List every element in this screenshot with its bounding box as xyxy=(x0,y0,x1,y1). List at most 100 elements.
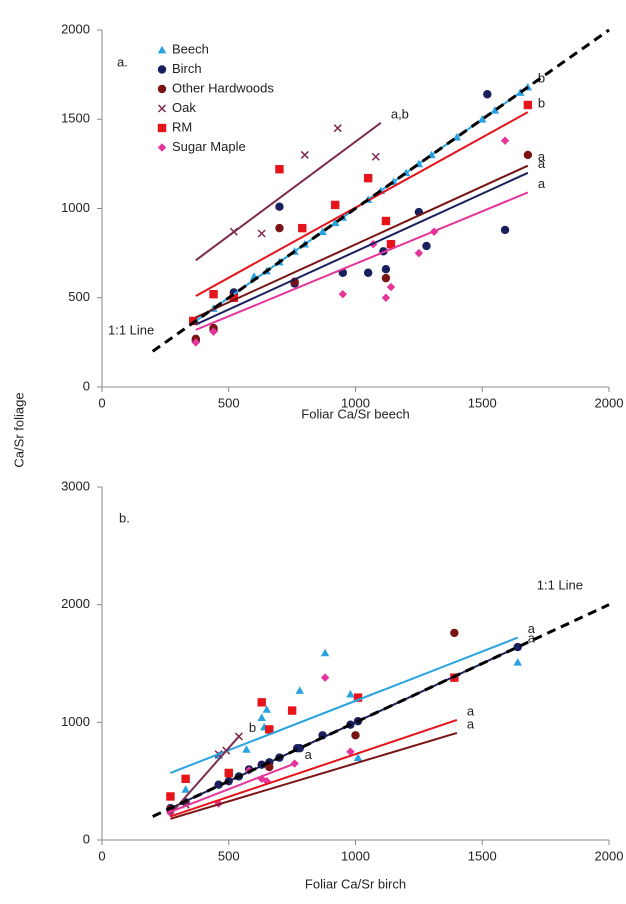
x-tick-label: 1000 xyxy=(341,395,370,410)
marker xyxy=(500,136,510,145)
y-tick-label: 0 xyxy=(83,831,90,846)
x-axis-label: Foliar Ca/Sr beech xyxy=(301,406,409,421)
marker xyxy=(262,705,271,713)
marker xyxy=(287,706,297,715)
marker xyxy=(414,248,424,258)
panel-label: a. xyxy=(117,54,128,69)
panel-label: b. xyxy=(119,510,130,525)
marker xyxy=(166,792,175,801)
fit-label: a xyxy=(528,630,536,645)
marker xyxy=(338,289,348,299)
fit-line xyxy=(195,164,529,319)
identity-line xyxy=(152,603,610,818)
x-axis-label: Foliar Ca/Sr birch xyxy=(305,876,406,891)
legend-label: Birch xyxy=(172,61,202,76)
legend-label: Other Hardwoods xyxy=(172,80,274,95)
marker xyxy=(513,658,522,666)
x-tick-label: 0 xyxy=(98,395,105,410)
marker xyxy=(181,774,190,784)
marker xyxy=(353,693,363,702)
legend-label: RM xyxy=(172,119,192,134)
marker xyxy=(209,327,218,336)
marker xyxy=(265,725,274,734)
marker xyxy=(381,216,391,226)
marker xyxy=(386,240,396,249)
legend-marker xyxy=(157,65,167,74)
marker xyxy=(275,202,284,211)
marker xyxy=(257,698,266,707)
marker xyxy=(295,686,304,694)
y-tick-label: 2000 xyxy=(61,21,90,36)
marker xyxy=(422,241,431,251)
fit-label: b xyxy=(538,71,545,86)
fit-line xyxy=(170,762,296,813)
marker xyxy=(500,225,510,235)
marker xyxy=(386,282,396,292)
marker xyxy=(523,100,533,110)
marker xyxy=(346,689,355,698)
x-tick-label: 1500 xyxy=(468,848,497,863)
legend-marker xyxy=(157,143,167,152)
marker xyxy=(320,648,330,657)
fit-line xyxy=(195,171,529,326)
y-tick-label: 0 xyxy=(83,378,90,393)
marker xyxy=(523,150,533,160)
marker xyxy=(363,268,373,277)
x-tick-label: 2000 xyxy=(595,395,624,410)
fit-line xyxy=(195,122,382,262)
fit-line xyxy=(169,735,240,815)
marker xyxy=(224,768,233,778)
legend-label: Sugar Maple xyxy=(172,139,246,154)
fit-label: a xyxy=(538,156,546,171)
marker xyxy=(181,785,190,793)
fit-line xyxy=(170,636,519,774)
fit-label: a xyxy=(538,176,546,191)
marker xyxy=(275,165,284,174)
marker xyxy=(257,713,266,721)
y-tick-label: 500 xyxy=(68,289,90,304)
fit-label: a xyxy=(538,149,546,164)
marker xyxy=(450,628,459,638)
x-tick-label: 1000 xyxy=(341,848,370,863)
legend-marker xyxy=(157,84,167,94)
fit-label: b xyxy=(538,96,545,111)
legend-label: Beech xyxy=(172,41,209,56)
marker xyxy=(381,273,391,283)
marker xyxy=(275,223,284,233)
marker xyxy=(381,293,391,302)
marker xyxy=(257,229,266,238)
y-tick-label: 1500 xyxy=(61,111,90,126)
marker xyxy=(300,150,309,159)
y-tick-label: 1000 xyxy=(61,200,90,215)
fit-line xyxy=(170,731,458,820)
fit-label: a xyxy=(467,703,475,718)
marker xyxy=(351,731,360,740)
y-tick-label: 2000 xyxy=(61,596,90,611)
x-tick-label: 1500 xyxy=(468,395,497,410)
marker xyxy=(298,223,307,233)
x-tick-label: 2000 xyxy=(595,848,624,863)
legend-label: Oak xyxy=(172,100,196,115)
marker xyxy=(363,173,373,183)
marker xyxy=(209,289,218,299)
marker xyxy=(320,673,330,682)
marker xyxy=(353,753,363,761)
identity-line xyxy=(151,28,610,353)
y-axis-label: Ca/Sr foliage xyxy=(11,392,26,467)
identity-label: 1:1 Line xyxy=(108,322,154,337)
x-tick-label: 500 xyxy=(218,848,240,863)
legend-marker xyxy=(157,104,167,113)
x-tick-label: 500 xyxy=(218,395,240,410)
x-tick-label: 0 xyxy=(98,848,105,863)
y-tick-label: 1000 xyxy=(61,714,90,729)
fit-label: a xyxy=(467,716,475,731)
marker xyxy=(381,264,391,274)
fit-line xyxy=(195,191,529,331)
y-tick-label: 3000 xyxy=(61,478,90,493)
fit-label: a xyxy=(528,621,536,636)
identity-label: 1:1 Line xyxy=(537,577,583,592)
marker xyxy=(346,747,355,756)
marker xyxy=(229,293,239,302)
